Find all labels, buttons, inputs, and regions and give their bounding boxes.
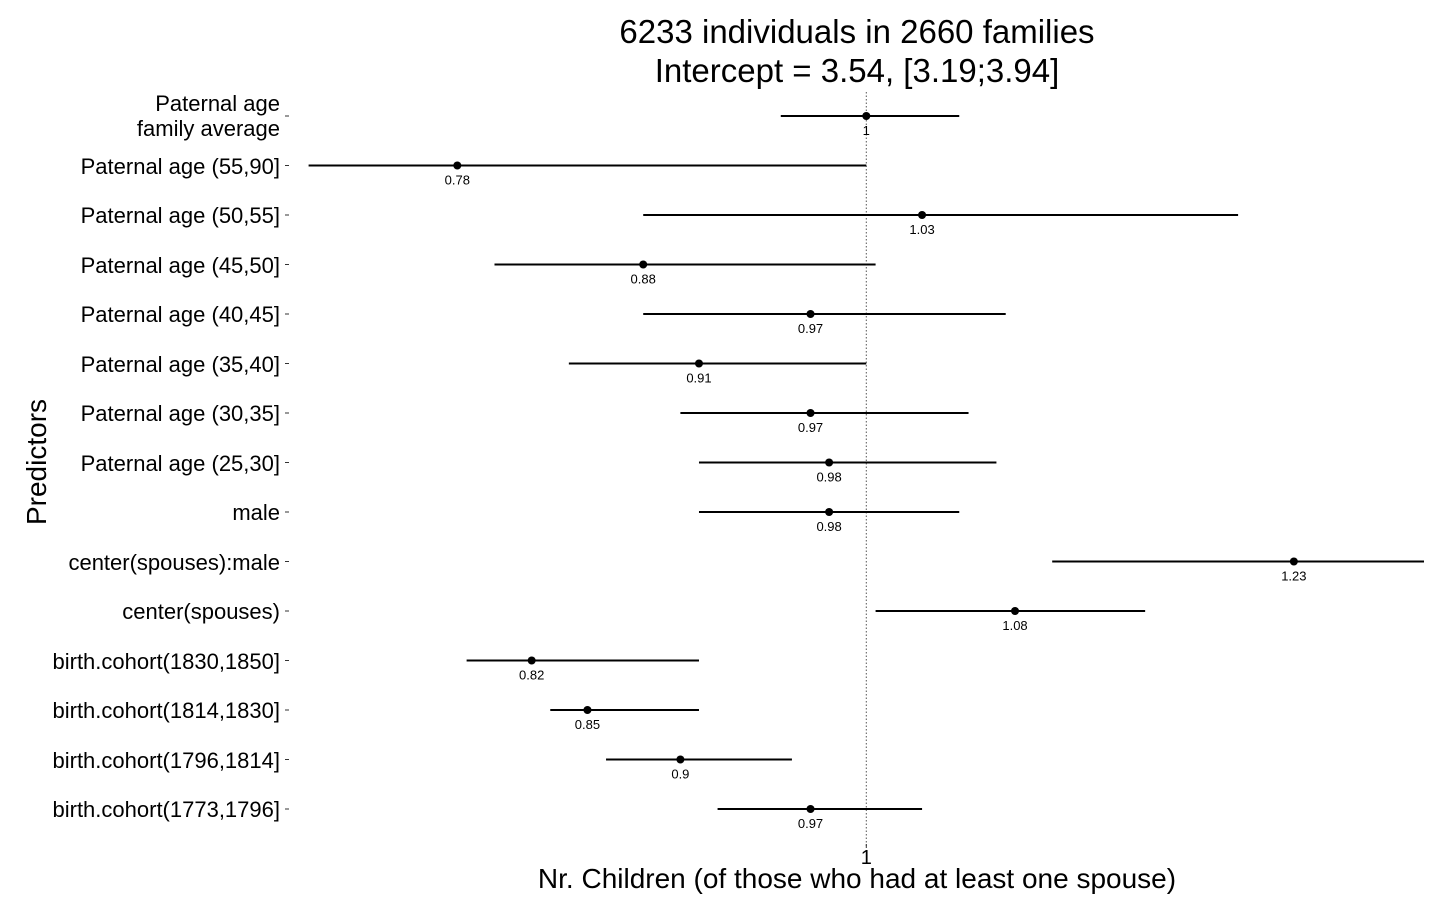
y-tick-label: Paternal age (30,35] [80, 401, 280, 426]
estimate-label: 1 [863, 123, 870, 138]
chart-subtitle: Intercept = 3.54, [3.19;3.94] [654, 52, 1060, 89]
estimate-point [806, 409, 815, 417]
y-tick-label: Paternal age (50,55] [80, 203, 280, 228]
estimate-label: 0.97 [798, 816, 823, 831]
estimate-point [825, 458, 834, 467]
estimate-label: 1.03 [909, 222, 934, 237]
y-tick-label: Paternal age (25,30] [80, 450, 280, 476]
y-tick-label: center(spouses):male [68, 549, 280, 575]
y-tick-label: Paternal age (45,50] [80, 252, 280, 278]
y-tick-label: center(spouses) [122, 599, 280, 624]
estimate-label: 0.98 [816, 519, 841, 534]
y-tick-label: birth.cohort(1830,1850] [52, 648, 281, 674]
estimate-point [694, 359, 703, 368]
estimate-label: 0.98 [816, 470, 841, 485]
estimate-point [862, 112, 871, 120]
estimate-label: 0.91 [686, 371, 711, 386]
y-tick-label: Paternal age (35,40] [80, 351, 280, 377]
estimate-point [583, 706, 592, 714]
estimate-label: 0.97 [798, 321, 823, 336]
y-tick-label: male [232, 500, 280, 525]
estimate-label: 0.88 [631, 272, 656, 287]
y-tick-label: birth.cohort(1814,1830] [52, 698, 281, 723]
estimate-label: 0.82 [519, 668, 544, 683]
x-axis-title: Nr. Children (of those who had at least … [537, 863, 1177, 894]
estimate-point [639, 260, 648, 269]
estimate-point [825, 508, 834, 516]
estimate-point [676, 755, 685, 764]
y-tick-label: birth.cohort(1796,1814] [52, 747, 281, 773]
estimate-label: 1.23 [1281, 569, 1306, 584]
estimate-point [806, 805, 815, 813]
estimate-point [918, 211, 927, 219]
x-tick-label: 1 [861, 847, 872, 869]
estimate-point [806, 310, 815, 318]
estimate-point [1289, 557, 1298, 566]
chart-title: 6233 individuals in 2660 families [619, 13, 1095, 50]
estimate-point [527, 656, 536, 665]
estimate-label: 0.9 [671, 767, 689, 782]
y-tick-label: Paternal age family average [136, 91, 280, 141]
estimate-point [1011, 607, 1020, 615]
estimate-label: 0.97 [798, 420, 823, 435]
estimate-label: 0.78 [445, 173, 470, 188]
estimate-label: 0.85 [575, 717, 600, 732]
y-tick-label: Paternal age (55,90] [80, 153, 280, 179]
estimate-label: 1.08 [1002, 618, 1027, 633]
estimate-point [453, 161, 462, 170]
y-tick-label: birth.cohort(1773,1796] [52, 797, 281, 822]
y-tick-label: Paternal age (40,45] [80, 302, 280, 327]
